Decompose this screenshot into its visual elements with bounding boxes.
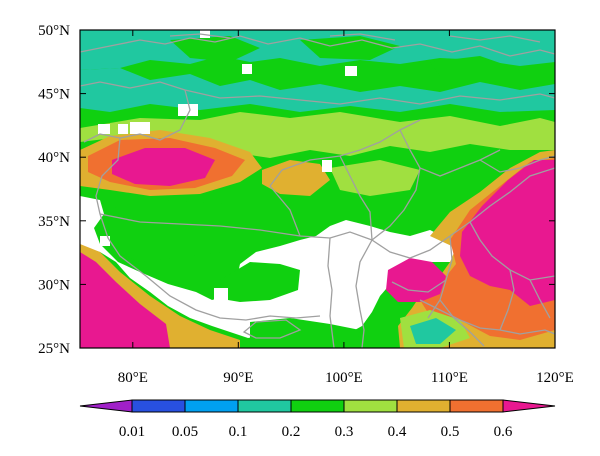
lon-label-90: 90°E (223, 370, 253, 386)
lat-label-50: 50°N (38, 23, 70, 39)
colorbar-segment (131, 399, 186, 413)
map-boundaries (80, 33, 555, 348)
map-region-lightgreen-belt (80, 112, 555, 158)
map-region-sichuan-magenta (386, 258, 446, 302)
map-region-central-lightgreen (330, 160, 420, 196)
lon-label-120: 120°E (536, 370, 574, 386)
lon-label-100: 100°E (325, 370, 363, 386)
map-frame (79, 29, 556, 349)
colorbar-label: 0.5 (441, 424, 460, 440)
colorbar-label: 0.3 (335, 424, 354, 440)
lat-label-30: 30°N (38, 277, 70, 293)
colorbar-segment (396, 399, 451, 413)
lat-label-35: 35°N (38, 214, 70, 230)
map-region-southwest-magenta (80, 252, 170, 348)
lat-label-40: 40°N (38, 150, 70, 166)
colorbar-label: 0.1 (229, 424, 248, 440)
lon-label-80: 80°E (118, 370, 148, 386)
colorbar-segment (343, 399, 398, 413)
colorbar-segment (184, 399, 239, 413)
latitude-axis (80, 29, 555, 349)
longitude-labels: 80°E 90°E 100°E 110°E 120°E (118, 370, 574, 386)
map-region-plateau-green-inner (210, 262, 300, 302)
map-field (80, 30, 555, 348)
map-region-tarim-magenta (112, 148, 215, 186)
colorbar-label: 0.01 (119, 424, 145, 440)
colorbar-segment-above (502, 399, 556, 413)
longitude-axis (132, 30, 450, 348)
colorbar-label: 0.2 (282, 424, 301, 440)
colorbar-label: 0.6 (494, 424, 513, 440)
colorbar: 0.01 0.05 0.1 0.2 0.3 0.4 0.5 0.6 (79, 399, 556, 440)
colorbar-segment (449, 399, 504, 413)
lat-label-45: 45°N (38, 87, 70, 103)
map-region-north-green-patches (170, 36, 520, 80)
latitude-labels: 50°N 45°N 40°N 35°N 30°N 25°N (38, 23, 70, 357)
colorbar-label: 0.4 (388, 424, 407, 440)
colorbar-label: 0.05 (172, 424, 198, 440)
map-region-qaidam-orange (262, 160, 330, 196)
lat-label-25: 25°N (38, 341, 70, 357)
map-region-southeast-teal (410, 318, 456, 344)
colorbar-segment-below (79, 399, 133, 413)
lon-label-110: 110°E (431, 370, 468, 386)
map-region-east-magenta (460, 160, 555, 306)
colorbar-segment (237, 399, 292, 413)
colorbar-segment (290, 399, 345, 413)
